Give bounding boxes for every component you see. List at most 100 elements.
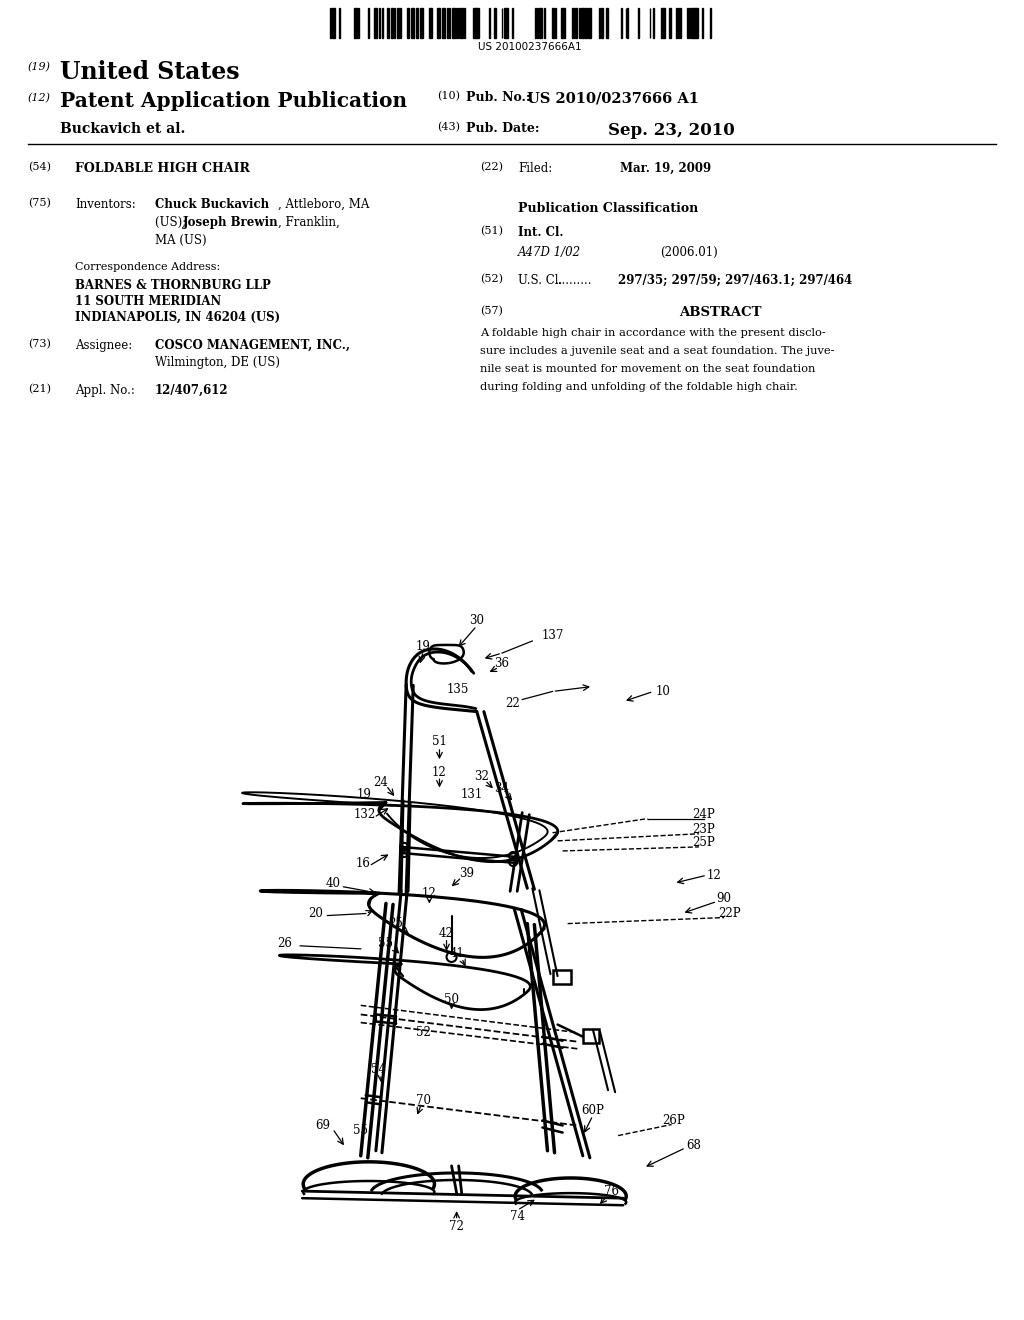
Text: , Franklin,: , Franklin, <box>278 216 340 228</box>
Bar <box>460 8 463 38</box>
Text: 16: 16 <box>355 857 371 870</box>
Text: Chuck Buckavich: Chuck Buckavich <box>155 198 269 211</box>
Bar <box>354 8 356 38</box>
Text: COSCO MANAGEMENT, INC.,: COSCO MANAGEMENT, INC., <box>155 339 350 352</box>
Text: BARNES & THORNBURG LLP: BARNES & THORNBURG LLP <box>75 279 270 292</box>
Bar <box>583 1028 599 1043</box>
Text: 52: 52 <box>416 1026 431 1039</box>
Text: 135: 135 <box>446 682 469 696</box>
Bar <box>411 8 414 38</box>
Text: Publication Classification: Publication Classification <box>518 202 698 215</box>
Bar <box>495 8 496 38</box>
Text: 24: 24 <box>374 776 388 789</box>
Text: A foldable high chair in accordance with the present disclo-: A foldable high chair in accordance with… <box>480 327 825 338</box>
Text: 69: 69 <box>314 1119 330 1133</box>
Bar <box>601 8 603 38</box>
Text: INDIANAPOLIS, IN 46204 (US): INDIANAPOLIS, IN 46204 (US) <box>75 312 281 323</box>
Bar <box>333 8 335 38</box>
Text: 68: 68 <box>686 1139 701 1152</box>
Text: 40: 40 <box>326 876 341 890</box>
Text: 12: 12 <box>422 887 437 900</box>
Text: 19: 19 <box>356 788 371 801</box>
Bar <box>382 8 383 38</box>
Text: (75): (75) <box>28 198 51 209</box>
Text: 19: 19 <box>416 639 431 652</box>
Text: 22: 22 <box>505 697 519 710</box>
Text: 137: 137 <box>542 630 563 643</box>
Text: (21): (21) <box>28 384 51 395</box>
Text: 34: 34 <box>495 781 510 795</box>
Text: 24P: 24P <box>692 808 716 821</box>
Text: (10): (10) <box>437 91 460 102</box>
Bar <box>585 8 587 38</box>
Text: 70: 70 <box>416 1094 431 1106</box>
Bar <box>653 8 654 38</box>
Bar <box>537 8 539 38</box>
Text: 32: 32 <box>474 770 489 783</box>
Text: 25P: 25P <box>692 837 716 849</box>
Text: Pub. No.:: Pub. No.: <box>466 91 530 104</box>
Bar <box>572 8 573 38</box>
Text: 22P: 22P <box>718 907 740 920</box>
Bar <box>662 8 665 38</box>
Text: nile seat is mounted for movement on the seat foundation: nile seat is mounted for movement on the… <box>480 364 815 374</box>
Bar <box>476 8 479 38</box>
Bar <box>669 8 671 38</box>
Bar <box>605 8 608 38</box>
Text: A47D 1/02: A47D 1/02 <box>518 246 582 259</box>
Text: (12): (12) <box>28 92 51 103</box>
Text: Sep. 23, 2010: Sep. 23, 2010 <box>608 121 735 139</box>
Bar <box>574 8 578 38</box>
Text: (51): (51) <box>480 226 503 236</box>
Text: 54: 54 <box>372 1064 386 1077</box>
Text: Wilmington, DE (US): Wilmington, DE (US) <box>155 356 280 370</box>
Text: (73): (73) <box>28 339 51 350</box>
Text: 10: 10 <box>656 685 671 698</box>
Text: 23P: 23P <box>692 824 716 837</box>
Text: MA (US): MA (US) <box>155 234 207 247</box>
Bar <box>588 8 591 38</box>
Bar <box>581 8 584 38</box>
Bar <box>442 8 444 38</box>
Text: (2006.01): (2006.01) <box>660 246 718 259</box>
Text: 72: 72 <box>450 1220 464 1233</box>
Text: 132: 132 <box>353 808 376 821</box>
Text: ABSTRACT: ABSTRACT <box>679 306 761 319</box>
Bar <box>552 8 554 38</box>
Text: 36: 36 <box>495 656 510 669</box>
Text: 39: 39 <box>459 867 474 879</box>
Text: (52): (52) <box>480 275 503 284</box>
Text: FOLDABLE HIGH CHAIR: FOLDABLE HIGH CHAIR <box>75 162 250 176</box>
Bar <box>437 8 440 38</box>
Text: Mar. 19, 2009: Mar. 19, 2009 <box>620 162 711 176</box>
Text: Buckavich et al.: Buckavich et al. <box>60 121 185 136</box>
Text: (US);: (US); <box>155 216 190 228</box>
Text: , Attleboro, MA: , Attleboro, MA <box>278 198 370 211</box>
Text: Assignee:: Assignee: <box>75 339 132 352</box>
Text: Int. Cl.: Int. Cl. <box>518 226 563 239</box>
Bar <box>691 8 693 38</box>
Bar <box>408 8 409 38</box>
Text: 74: 74 <box>510 1210 524 1222</box>
Bar <box>561 8 564 38</box>
Bar <box>473 8 475 38</box>
Text: 26P: 26P <box>663 1114 685 1127</box>
Text: 131: 131 <box>461 788 483 801</box>
Bar <box>553 970 570 985</box>
Bar <box>387 8 389 38</box>
Text: 12: 12 <box>707 869 721 882</box>
Bar <box>452 8 456 38</box>
Text: (22): (22) <box>480 162 503 173</box>
Bar <box>420 8 423 38</box>
Text: 12: 12 <box>432 766 446 779</box>
Bar <box>638 8 639 38</box>
Text: 41: 41 <box>450 948 464 961</box>
Text: Patent Application Publication: Patent Application Publication <box>60 91 408 111</box>
Text: (57): (57) <box>480 306 503 317</box>
Text: 25: 25 <box>389 917 403 931</box>
Text: Filed:: Filed: <box>518 162 552 176</box>
Text: 12/407,612: 12/407,612 <box>155 384 228 397</box>
Text: ..........: .......... <box>555 275 593 286</box>
Bar <box>504 8 508 38</box>
Text: US 2010/0237666 A1: US 2010/0237666 A1 <box>527 91 699 106</box>
